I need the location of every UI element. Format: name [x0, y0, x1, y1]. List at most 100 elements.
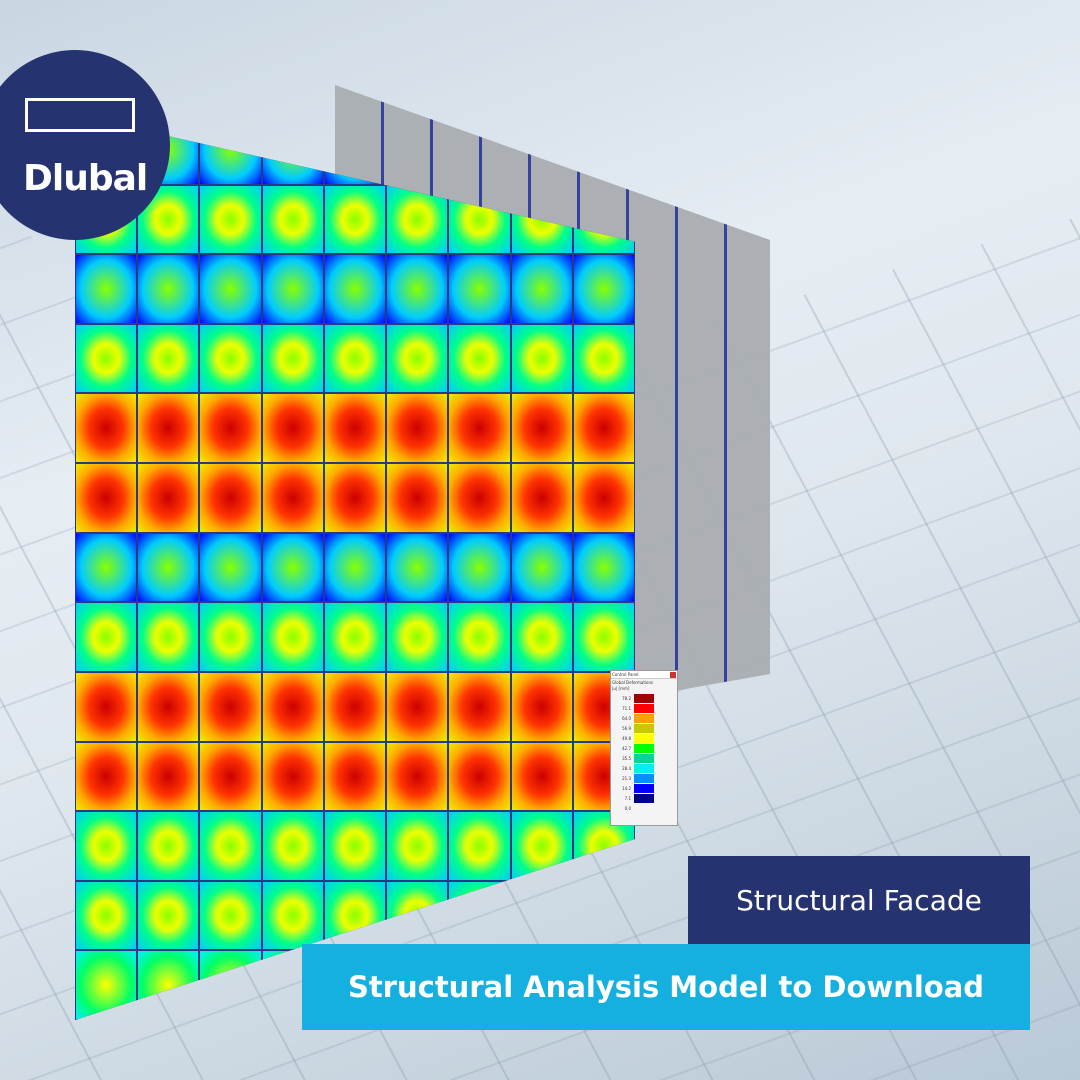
facade-panel: [448, 463, 511, 533]
facade-panel: [199, 602, 262, 672]
facade-panel: [510, 463, 573, 533]
facade-panel: [448, 323, 511, 394]
facade-panel: [75, 880, 138, 951]
legend-value: 56.9: [622, 725, 631, 731]
facade-panel: [137, 602, 200, 672]
legend-row: 49.8: [615, 733, 654, 743]
facade-panel: [137, 880, 200, 951]
facade-panel: [510, 323, 573, 394]
facade-panel: [137, 323, 200, 394]
facade-panel: [386, 254, 449, 324]
facade-panel: [137, 254, 200, 324]
facade-panel: [572, 254, 635, 324]
legend-swatch: [634, 753, 654, 763]
dlubal-logo: Dlubal: [0, 50, 170, 240]
facade-panel: [261, 323, 324, 394]
legend-value: 21.3: [622, 775, 631, 781]
legend-swatch: [634, 773, 654, 783]
facade-panel: [75, 532, 138, 603]
legend-value: 64.0: [622, 715, 631, 721]
legend-row: 71.1: [615, 703, 654, 713]
facade-panel: [137, 393, 200, 464]
legend-value: 71.1: [622, 705, 631, 711]
legend-swatch: [634, 763, 654, 773]
facade-panel: [75, 671, 138, 742]
logo-text: Dlubal: [23, 158, 148, 199]
legend-swatch: [634, 713, 654, 723]
facade-panel: [261, 463, 324, 533]
facade-panel: [199, 184, 262, 255]
facade-panel: [137, 532, 200, 603]
legend-row: 35.5: [615, 753, 654, 763]
legend-swatch: [634, 733, 654, 743]
legend-row: 56.9: [615, 723, 654, 733]
legend-row: 0.0: [615, 803, 654, 813]
facade-panel: [323, 323, 387, 394]
result-type: Global Deformations: [612, 680, 654, 685]
facade-panel: [199, 323, 262, 394]
facade-panel: [572, 532, 635, 603]
facade-panel: [199, 254, 262, 324]
facade-panel: [323, 671, 387, 742]
facade-panel: [510, 602, 573, 672]
facade-panel: [199, 463, 262, 533]
facade-panel: [386, 393, 449, 464]
facade-panel: [572, 323, 635, 394]
facade-panel: [448, 741, 511, 812]
facade-panel: [137, 811, 200, 881]
legend-swatch: [634, 783, 654, 793]
facade-panel: [323, 741, 387, 812]
legend-row: 64.0: [615, 713, 654, 723]
legend-value: 78.2: [622, 695, 631, 701]
facade-panel: [572, 393, 635, 464]
legend-row: 28.4: [615, 763, 654, 773]
facade-panel: [75, 254, 138, 324]
facade-panel: [323, 184, 387, 255]
legend-swatch: [634, 804, 654, 813]
facade-panel: [75, 393, 138, 464]
facade-panel: [261, 811, 324, 881]
facade-panel: [448, 532, 511, 603]
legend-row: 42.7: [615, 743, 654, 753]
facade-panel: [323, 393, 387, 464]
facade-panel: [510, 254, 573, 324]
control-panel[interactable]: Control Panel Global Deformations |u| [m…: [610, 670, 678, 826]
banner-title: Structural Facade: [688, 856, 1030, 944]
facade-panel: [386, 602, 449, 672]
facade-panel: [448, 811, 511, 881]
facade-panel: [510, 393, 573, 464]
facade-panel: [448, 254, 511, 324]
legend-swatch: [634, 703, 654, 713]
control-panel-title: Control Panel: [611, 671, 677, 679]
facade-panel: [199, 115, 262, 185]
legend-value: 7.1: [624, 795, 631, 801]
facade-panel: [137, 671, 200, 742]
facade-panel: [199, 741, 262, 812]
facade-panel: [386, 323, 449, 394]
facade-panel: [75, 602, 138, 672]
result-unit: |u| [mm]: [612, 686, 630, 691]
facade-panel: [386, 532, 449, 603]
legend-row: 21.3: [615, 773, 654, 783]
legend-value: 35.5: [622, 755, 631, 761]
facade-panel: [75, 741, 138, 812]
facade-panel: [572, 463, 635, 533]
facade-panel: [199, 532, 262, 603]
facade-panel: [261, 532, 324, 603]
facade-panel: [510, 671, 573, 742]
legend-swatch: [634, 723, 654, 733]
facade-panel: [510, 532, 573, 603]
close-icon[interactable]: [670, 672, 676, 678]
facade-panel: [323, 463, 387, 533]
facade-panel: [572, 602, 635, 672]
facade-panel: [75, 811, 138, 881]
legend-swatch: [634, 743, 654, 753]
facade-panel: [261, 880, 324, 951]
facade-panel: [261, 671, 324, 742]
facade-panel: [137, 741, 200, 812]
facade-panel: [323, 532, 387, 603]
banner-subtitle: Structural Analysis Model to Download: [302, 944, 1030, 1030]
legend-value: 42.7: [622, 745, 631, 751]
facade-panel: [199, 880, 262, 951]
facade-panel: [261, 602, 324, 672]
